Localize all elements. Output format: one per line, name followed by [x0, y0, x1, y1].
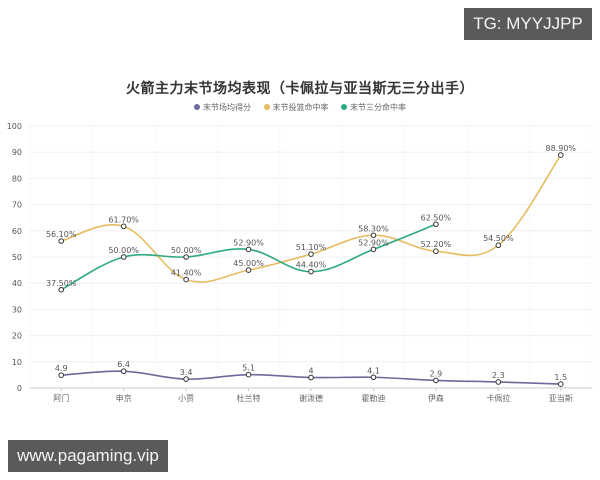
data-label: 52.90%	[233, 238, 264, 247]
data-point[interactable]	[557, 152, 564, 158]
data-point[interactable]	[308, 251, 314, 257]
data-label: 54.50%	[483, 234, 514, 243]
x-tick-label: 伊森	[428, 393, 444, 403]
data-point[interactable]	[370, 374, 377, 381]
data-point[interactable]	[433, 248, 439, 255]
x-tick-label: 亚当斯	[549, 393, 573, 403]
data-point[interactable]	[495, 379, 502, 385]
data-point[interactable]	[120, 368, 127, 375]
x-tick-label: 谢泼德	[299, 393, 323, 403]
data-point[interactable]	[120, 254, 127, 260]
data-point[interactable]	[370, 232, 377, 239]
data-point[interactable]	[433, 377, 439, 384]
data-point[interactable]	[58, 286, 65, 293]
legend-item-points[interactable]: 末节场均得分	[193, 102, 251, 113]
y-tick-label: 100	[7, 122, 22, 131]
data-label: 62.50%	[421, 213, 452, 222]
y-tick-label: 30	[12, 305, 22, 314]
data-label: 41.40%	[171, 269, 202, 278]
data-point[interactable]	[183, 254, 189, 260]
legend-dot-icon	[263, 104, 270, 110]
legend-label: 末节三分命中率	[350, 103, 407, 112]
x-tick-label: 阿门	[53, 393, 69, 403]
y-tick-label: 80	[12, 174, 22, 183]
data-point[interactable]	[183, 376, 189, 382]
data-label: 4	[308, 367, 313, 376]
data-label: 1.5	[554, 373, 567, 382]
legend-label: 末节场均得分	[202, 103, 251, 112]
y-tick-label: 10	[12, 358, 22, 367]
data-label: 52.90%	[358, 238, 389, 247]
data-label: 56.10%	[46, 230, 77, 239]
data-label: 5.1	[242, 364, 255, 373]
data-label: 3.4	[180, 368, 193, 377]
data-point[interactable]	[58, 238, 65, 244]
data-label: 50.00%	[108, 246, 139, 255]
data-point[interactable]	[245, 267, 252, 273]
data-point[interactable]	[245, 246, 252, 253]
x-tick-label: 申京	[116, 393, 132, 403]
y-tick-label: 0	[17, 384, 22, 393]
data-label: 6.4	[117, 360, 130, 369]
data-label: 61.70%	[108, 215, 139, 224]
y-tick-label: 20	[12, 332, 22, 341]
data-label: 2.3	[492, 371, 505, 380]
data-label: 51.10%	[296, 243, 327, 252]
data-label: 50.00%	[171, 246, 202, 255]
data-point[interactable]	[183, 276, 189, 283]
x-tick-label: 霍勒迪	[361, 393, 385, 403]
x-tick-label: 杜兰特	[237, 393, 261, 403]
data-point[interactable]	[308, 268, 314, 275]
data-point[interactable]	[495, 242, 502, 249]
data-point[interactable]	[308, 374, 314, 381]
data-point[interactable]	[120, 223, 127, 230]
data-point[interactable]	[245, 371, 252, 378]
y-tick-label: 50	[12, 253, 22, 262]
data-label: 4.1	[367, 366, 380, 375]
data-label: 45.00%	[233, 259, 264, 268]
watermark-website: www.pagaming.vip	[8, 440, 168, 472]
y-tick-label: 40	[12, 279, 22, 288]
data-label: 37.50%	[46, 279, 77, 288]
data-point[interactable]	[370, 246, 377, 253]
y-tick-label: 90	[12, 148, 22, 157]
chart-title: 火箭主力末节场均表现（卡佩拉与亚当斯无三分出手）	[126, 81, 474, 97]
legend-item-fg-pct[interactable]: 末节投篮命中率	[263, 102, 329, 113]
data-label: 58.30%	[358, 224, 389, 233]
data-label: 2.9	[430, 369, 443, 378]
data-point[interactable]	[58, 372, 65, 378]
watermark-telegram: TG: MYYJJPP	[464, 8, 592, 40]
data-label: 4.9	[55, 364, 68, 373]
data-point[interactable]	[557, 381, 564, 387]
data-label: 44.40%	[296, 261, 327, 270]
chart-legend: 末节场均得分 末节投篮命中率 末节三分命中率	[0, 102, 600, 113]
legend-dot-icon	[193, 104, 200, 110]
data-label: 52.20%	[421, 240, 452, 249]
legend-dot-icon	[341, 104, 348, 110]
y-tick-label: 60	[12, 227, 22, 236]
x-tick-label: 小贾	[178, 394, 194, 403]
data-label: 88.90%	[546, 144, 577, 153]
legend-item-3p-pct[interactable]: 末节三分命中率	[341, 102, 406, 113]
x-tick-label: 卡佩拉	[486, 393, 510, 403]
y-tick-label: 70	[12, 201, 22, 210]
legend-label: 末节投篮命中率	[272, 103, 329, 112]
data-point[interactable]	[433, 221, 439, 228]
